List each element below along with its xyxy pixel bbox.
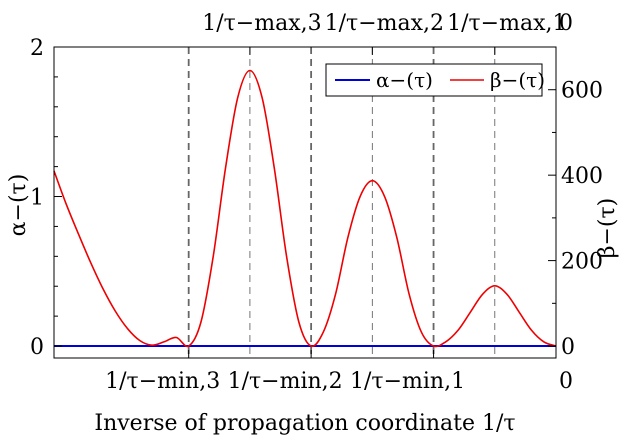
y-axis-right-label: β−(τ) — [595, 198, 620, 259]
tick-label-left-1: 1 — [30, 186, 44, 211]
tick-label-top-3: 1/τ−max,1 — [447, 11, 566, 36]
tick-label-right-0: 0 — [561, 335, 575, 360]
y-axis-left-label: α−(τ) — [6, 174, 31, 237]
reference-lines — [187, 47, 496, 358]
legend-label-alpha: α−(τ) — [376, 68, 433, 92]
tick-label-left-0: 0 — [30, 335, 44, 360]
legend: α−(τ) β−(τ) — [325, 63, 545, 97]
axis-ticks — [54, 46, 557, 358]
tick-label-top-4: 0 — [559, 11, 573, 36]
tick-label-left-2: 2 — [30, 36, 44, 61]
tick-label-bottom-4: 0 — [559, 369, 573, 394]
series-line-beta — [53, 69, 557, 348]
tick-label-bottom-2: 1/τ−min,2 — [228, 369, 343, 394]
tick-label-right-600: 600 — [561, 79, 603, 104]
tick-label-bottom-3: 1/τ−min,1 — [350, 369, 465, 394]
tick-label-bottom-1: 1/τ−min,3 — [105, 369, 220, 394]
tick-label-right-400: 400 — [561, 164, 603, 189]
x-axis-label: Inverse of propagation coordinate 1/τ — [94, 411, 515, 436]
tick-label-right-200: 200 — [561, 250, 603, 275]
series-layer — [53, 69, 557, 348]
plot-frame — [53, 46, 557, 359]
legend-label-beta: β−(τ) — [490, 68, 545, 92]
tick-labels: 0 1 2 0 200 400 600 1/τ−min,3 1/τ−min,2 1/τ−min,1… — [30, 11, 603, 394]
tick-label-top-1: 1/τ−max,3 — [202, 11, 321, 36]
tick-label-top-2: 1/τ−max,2 — [325, 11, 444, 36]
